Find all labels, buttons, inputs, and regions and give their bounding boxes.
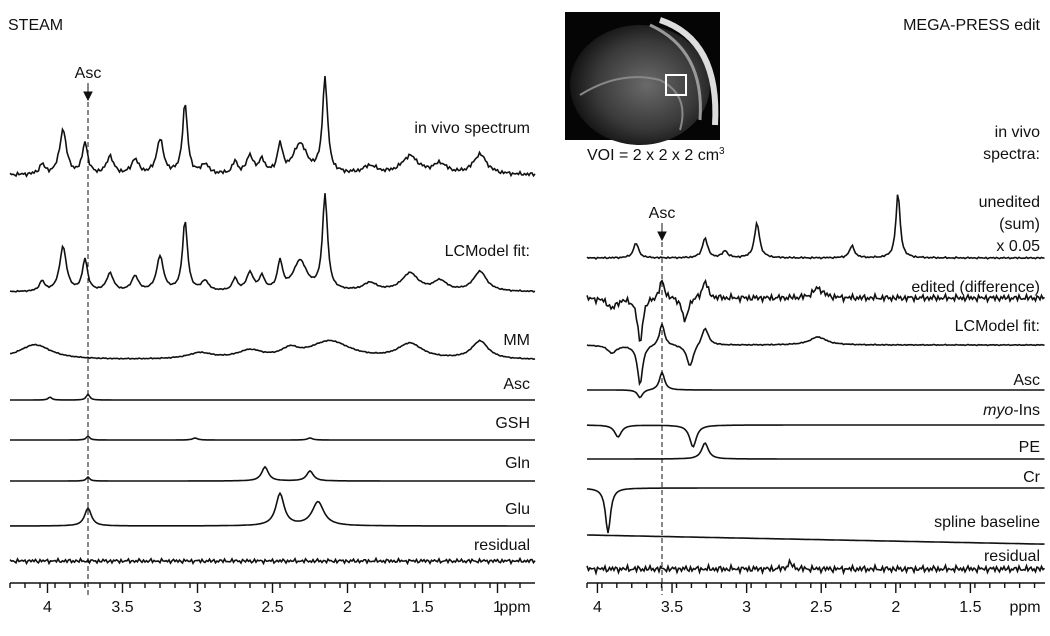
spectrum-trace: [9, 556, 536, 566]
trace-label: residual: [474, 537, 530, 554]
x-tick-label: 1: [493, 599, 502, 616]
x-tick-label: 1.5: [959, 599, 981, 616]
x-tick-label: 2.5: [810, 599, 832, 616]
trace-label: PE: [1019, 439, 1040, 456]
spectrum-trace: [586, 321, 1045, 387]
trace-label: in vivo spectrum: [414, 120, 530, 137]
trace-label: MM: [503, 332, 530, 349]
trace-label: myo-Ins: [983, 402, 1040, 419]
spectrum-trace: [10, 392, 535, 401]
x-axis-label: ppm: [1009, 599, 1040, 616]
trace-label: x 0.05: [996, 238, 1040, 255]
x-tick-label: 3: [193, 599, 202, 616]
trace-label: Asc: [1013, 372, 1040, 389]
trace-label: Glu: [505, 501, 530, 518]
x-tick-label: 1.5: [411, 599, 433, 616]
panel-title: STEAM: [8, 17, 63, 34]
spectrum-trace: [586, 557, 1046, 576]
trace-label: GSH: [495, 415, 530, 432]
x-tick-label: 2: [343, 599, 352, 616]
trace-label: edited (difference): [911, 279, 1040, 296]
panel-title: MEGA-PRESS edit: [903, 17, 1040, 34]
arrow: [657, 223, 667, 242]
spectrum-trace: [9, 193, 536, 293]
x-tick-label: 3: [742, 599, 751, 616]
trace-label: residual: [984, 548, 1040, 565]
mri-image: [565, 12, 720, 145]
spectrum-trace: [9, 339, 536, 361]
spectrum-trace: [586, 278, 1046, 342]
spectrum-trace: [10, 434, 535, 441]
x-axis-label: ppm: [499, 599, 530, 616]
spectrum-trace: [586, 487, 1045, 534]
x-tick-label: 3.5: [661, 599, 683, 616]
annotation: Asc: [649, 205, 676, 222]
trace-label: LCModel fit:: [445, 243, 530, 260]
spectrum-trace: [586, 194, 1045, 260]
spectrum-trace: [9, 75, 536, 178]
spectrum-trace: [587, 424, 1045, 448]
trace-label: Asc: [503, 376, 530, 393]
voi-label: VOI = 2 x 2 x 2 cm3: [587, 146, 725, 164]
trace-label: in vivo: [995, 124, 1040, 141]
trace-label: (sum): [999, 216, 1040, 233]
x-tick-label: 4: [43, 599, 52, 616]
spectrum-trace: [10, 491, 535, 527]
spectrum-trace: [587, 442, 1045, 460]
annotation: Asc: [75, 65, 102, 82]
x-tick-label: 2: [891, 599, 900, 616]
x-tick-label: 2.5: [261, 599, 283, 616]
trace-label: LCModel fit:: [955, 318, 1040, 335]
trace-label: spline baseline: [934, 514, 1040, 531]
trace-label: spectra:: [983, 146, 1040, 163]
trace-label: Cr: [1023, 469, 1041, 486]
spectrum-trace: [587, 369, 1045, 399]
spectrum-trace: [587, 534, 1045, 545]
x-tick-label: 3.5: [111, 599, 133, 616]
arrow: [83, 83, 93, 102]
trace-label: Gln: [505, 455, 530, 472]
label-suffix: -Ins: [1013, 402, 1040, 419]
italic-prefix: myo: [983, 402, 1013, 419]
trace-label: unedited: [979, 194, 1040, 211]
spectrum-trace: [10, 465, 535, 482]
x-tick-label: 4: [593, 599, 602, 616]
